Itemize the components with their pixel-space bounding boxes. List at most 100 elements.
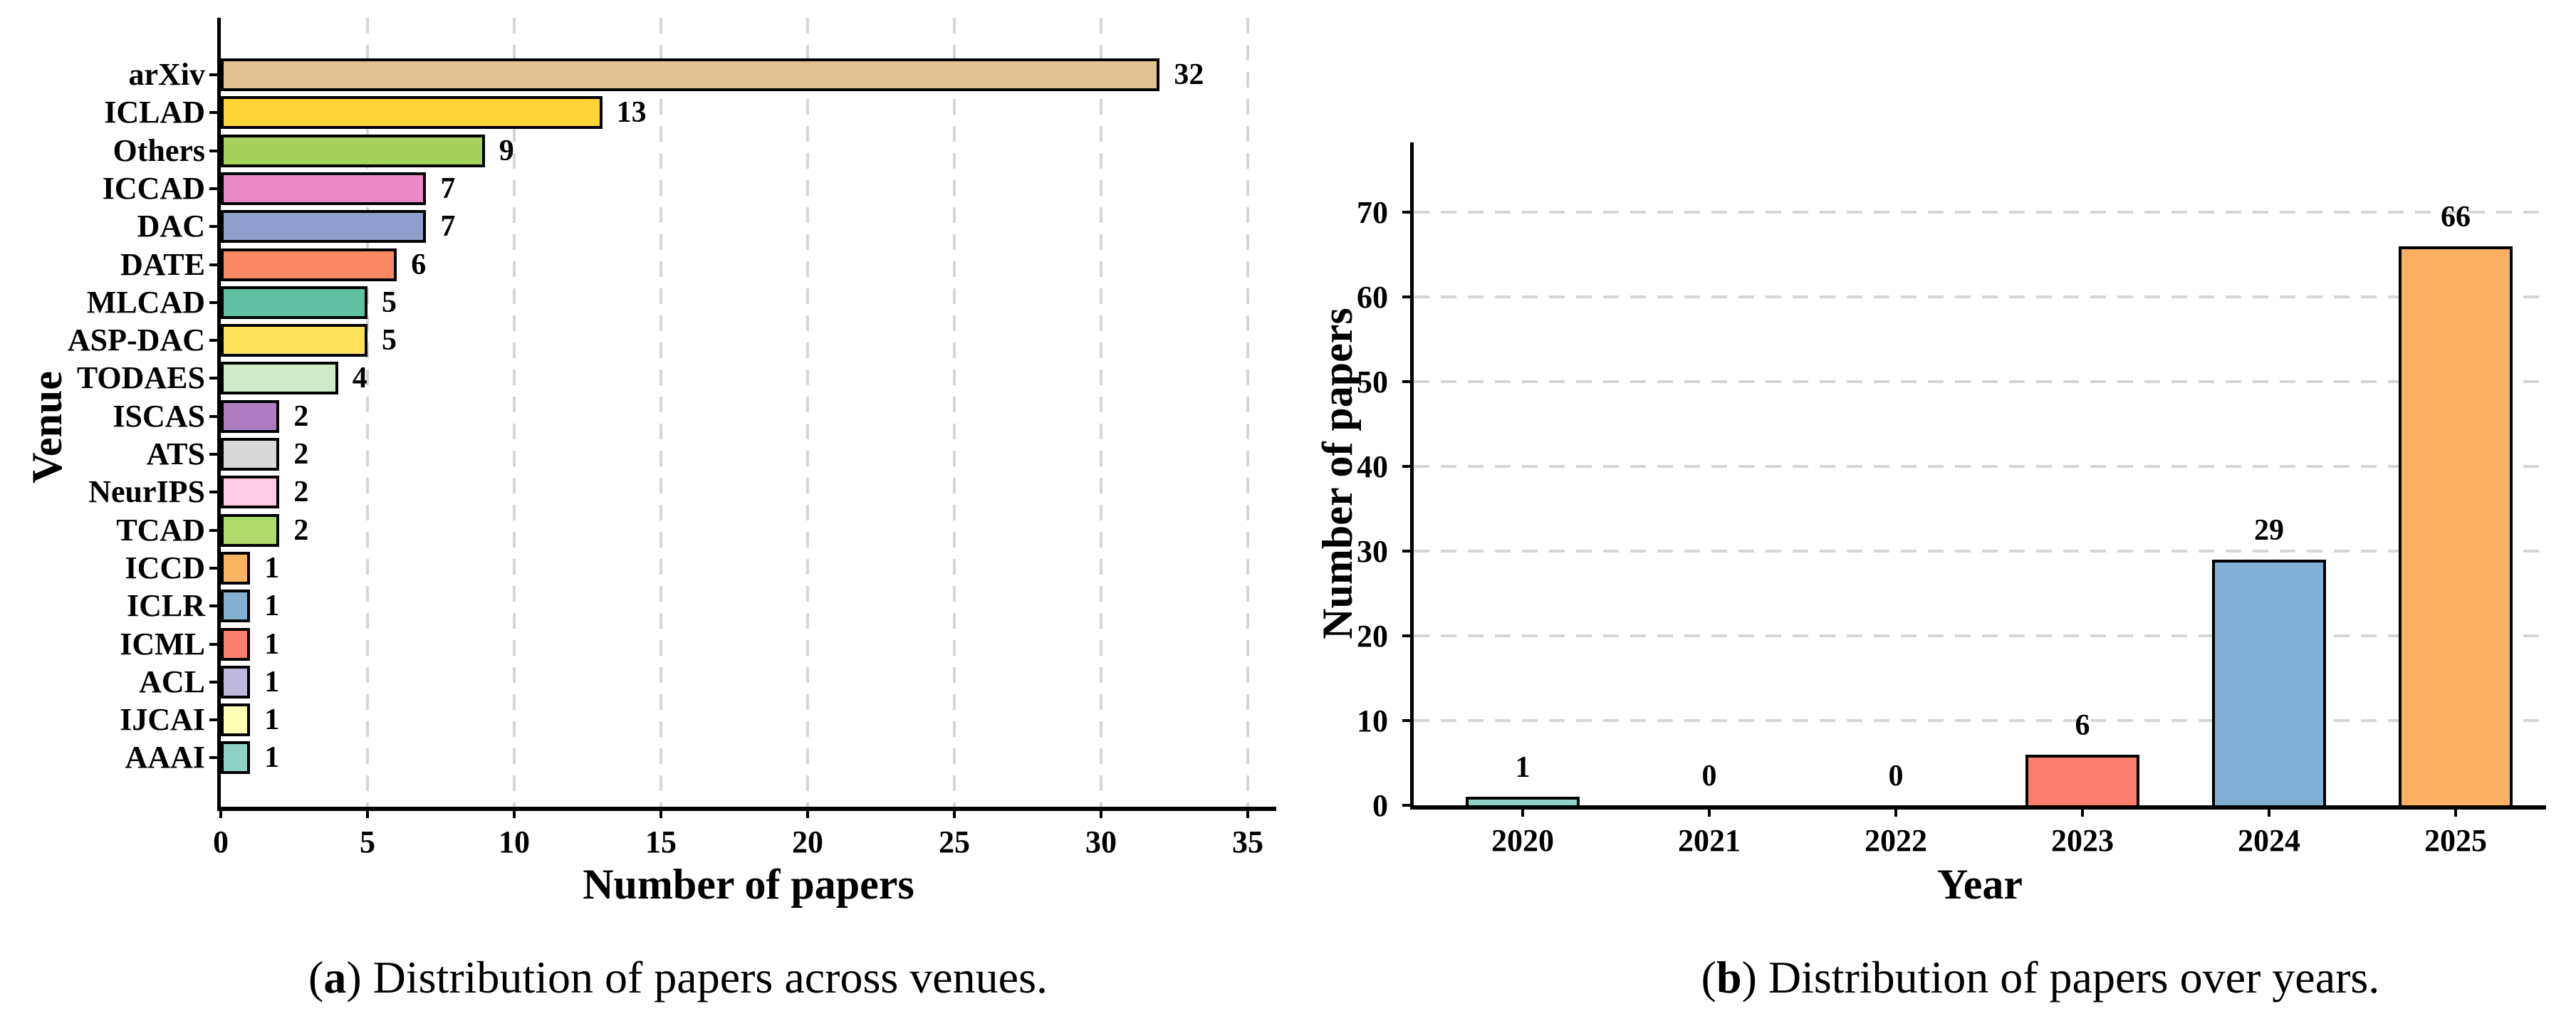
gridline-y-50 (1414, 380, 2546, 383)
x-tick-2025 (2454, 805, 2457, 817)
bar-TODAES (221, 362, 338, 395)
x-tick-label-25: 25 (939, 825, 970, 859)
category-label-ACL: ACL (139, 664, 205, 699)
category-label-NeurIPS: NeurIPS (88, 474, 205, 510)
y-tick-ACL (209, 680, 221, 684)
y-tick-0 (1402, 804, 1414, 807)
y-tick-Others (209, 149, 221, 152)
x-tick-25 (953, 807, 956, 818)
bar-value-label-ISCAS: 2 (293, 399, 309, 433)
y-axis-spine (217, 18, 221, 811)
caption-b: (b) Distribution of papers over years. (1701, 952, 2380, 1003)
y-tick-label-40: 40 (1357, 449, 1388, 484)
x-tick-label-35: 35 (1232, 825, 1263, 859)
y-tick-label-50: 50 (1357, 365, 1388, 399)
bar-MLCAD (221, 286, 367, 319)
bar-value-label-Others: 9 (499, 134, 514, 167)
bar-value-label-IJCAI: 1 (264, 703, 280, 737)
caption-a: (a) Distribution of papers across venues… (308, 952, 1048, 1003)
bar-value-label-ICLAD: 13 (616, 96, 647, 130)
bar-value-label-2022: 0 (1888, 760, 1904, 792)
bar-ISCAS (221, 399, 280, 433)
x-tick-2024 (2268, 805, 2270, 817)
y-tick-MLCAD (209, 300, 221, 304)
y-tick-ICCD (209, 566, 221, 570)
x-tick-label-15: 15 (645, 825, 677, 859)
year-chart-x-axis-label: Year (1937, 861, 2023, 908)
y-tick-ICML (209, 642, 221, 646)
gridline-y-60 (1414, 295, 2546, 298)
x-tick-label-20: 20 (792, 825, 823, 859)
category-label-AAAI: AAAI (125, 740, 205, 775)
category-label-Others: Others (113, 132, 205, 168)
category-label-DAC: DAC (137, 209, 205, 244)
gridline-x-15 (659, 18, 662, 807)
y-tick-DATE (209, 263, 221, 266)
bar-AAAI (221, 741, 251, 775)
bar-value-label-arXiv: 32 (1174, 58, 1204, 91)
gridline-x-5 (366, 18, 369, 807)
x-tick-2020 (1521, 805, 1524, 817)
bar-2025 (2399, 246, 2513, 808)
y-tick-ASP-DAC (209, 339, 221, 342)
bar-2023 (2025, 754, 2139, 808)
category-label-ICCD: ICCD (125, 550, 205, 585)
bar-value-label-ICCD: 1 (264, 551, 280, 585)
caption-a-text: Distribution of papers across venues. (372, 952, 1048, 1003)
bar-ICCAD (221, 172, 427, 205)
bar-value-label-DATE: 6 (411, 248, 427, 281)
x-tick-30 (1100, 807, 1102, 818)
gridline-y-10 (1414, 719, 2546, 722)
y-tick-TCAD (209, 528, 221, 532)
category-label-ASP-DAC: ASP-DAC (67, 323, 205, 358)
x-axis-spine (1410, 805, 2546, 810)
bar-value-label-MLCAD: 5 (382, 286, 397, 319)
category-label-TCAD: TCAD (116, 512, 205, 548)
x-tick-label-2022: 2022 (1865, 823, 1927, 858)
y-tick-70 (1402, 211, 1414, 214)
y-tick-TODAES (209, 377, 221, 380)
category-label-arXiv: arXiv (128, 57, 205, 92)
category-label-ICCAD: ICCAD (102, 170, 205, 206)
bar-ATS (221, 438, 280, 471)
x-tick-2023 (2081, 805, 2084, 817)
x-tick-5 (366, 807, 369, 818)
bar-ICML (221, 627, 251, 661)
x-tick-label-2025: 2025 (2424, 823, 2487, 858)
gridline-y-20 (1414, 634, 2546, 637)
y-tick-50 (1402, 380, 1414, 383)
bar-DAC (221, 210, 427, 244)
y-tick-IJCAI (209, 718, 221, 722)
y-tick-label-0: 0 (1372, 788, 1388, 823)
x-tick-2021 (1708, 805, 1711, 817)
bar-ICCD (221, 551, 251, 585)
x-axis-spine (217, 807, 1276, 811)
gridline-x-25 (953, 18, 956, 807)
category-label-IJCAI: IJCAI (120, 702, 205, 738)
y-tick-ICLR (209, 605, 221, 608)
bar-value-label-2025: 66 (2441, 200, 2471, 234)
bar-arXiv (221, 58, 1160, 91)
y-tick-arXiv (209, 73, 221, 76)
bar-value-label-DAC: 7 (440, 210, 456, 244)
y-tick-label-30: 30 (1357, 534, 1388, 569)
x-tick-label-0: 0 (213, 825, 229, 859)
bar-value-label-ACL: 1 (264, 665, 280, 698)
category-label-ATS: ATS (146, 436, 205, 471)
x-tick-label-5: 5 (360, 825, 375, 859)
category-label-ISCAS: ISCAS (113, 398, 205, 434)
y-tick-10 (1402, 719, 1414, 722)
y-tick-40 (1402, 465, 1414, 468)
y-tick-AAAI (209, 756, 221, 760)
bar-value-label-ICCAD: 7 (440, 172, 456, 205)
caption-b-letter: b (1716, 952, 1742, 1003)
x-tick-label-2020: 2020 (1491, 823, 1554, 858)
category-label-ICLR: ICLR (126, 588, 205, 624)
category-label-ICML: ICML (120, 626, 205, 661)
y-tick-label-70: 70 (1357, 195, 1388, 230)
caption-a-letter: a (323, 952, 347, 1003)
bar-ICLR (221, 590, 251, 623)
y-tick-ICCAD (209, 187, 221, 190)
x-tick-label-2021: 2021 (1678, 823, 1741, 858)
bar-Others (221, 134, 485, 167)
